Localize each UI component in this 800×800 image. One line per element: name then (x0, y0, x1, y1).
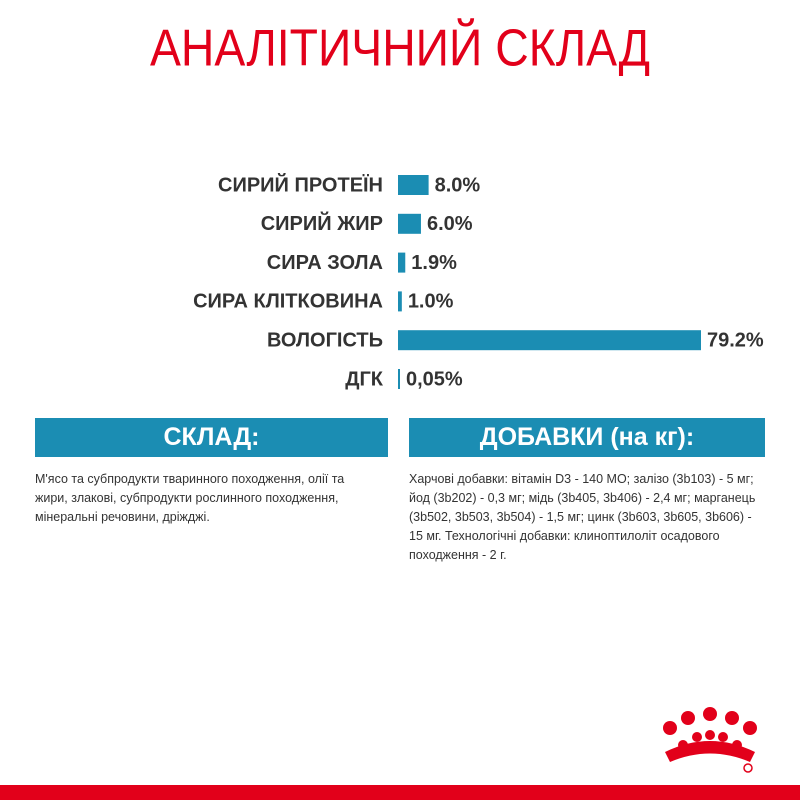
value-label: 1.9% (411, 252, 457, 274)
value-label: 79.2% (707, 329, 764, 351)
bar (398, 369, 400, 389)
section-text: М'ясо та субпродукти тваринного походжен… (35, 472, 345, 524)
value-label: 1.0% (408, 291, 454, 313)
category-label: ВОЛОГІСТЬ (267, 329, 383, 351)
bar (398, 291, 402, 312)
value-label: 8.0% (435, 174, 481, 196)
bar (398, 213, 421, 234)
logo (663, 707, 757, 773)
section-text: Харчові добавки: вітамін D3 - 140 МО; за… (409, 472, 756, 562)
category-label: СИРА ЗОЛА (267, 252, 383, 274)
section-heading: СКЛАД: (35, 418, 388, 457)
category-label: СИРА КЛІТКОВИНА (193, 291, 383, 313)
section-heading: ДОБАВКИ (на кг): (409, 418, 765, 457)
bar (398, 330, 701, 351)
category-label: СИРИЙ ЖИР (261, 211, 383, 235)
footer-bar (0, 785, 800, 800)
chart-title: АНАЛІТИЧНИЙ СКЛАД (150, 19, 650, 78)
value-label: 6.0% (427, 213, 473, 235)
value-label: 0,05% (406, 368, 463, 390)
category-label: СИРИЙ ПРОТЕЇН (218, 172, 383, 196)
bar (398, 175, 429, 195)
bar (398, 252, 406, 273)
category-label: ДГК (345, 368, 384, 390)
